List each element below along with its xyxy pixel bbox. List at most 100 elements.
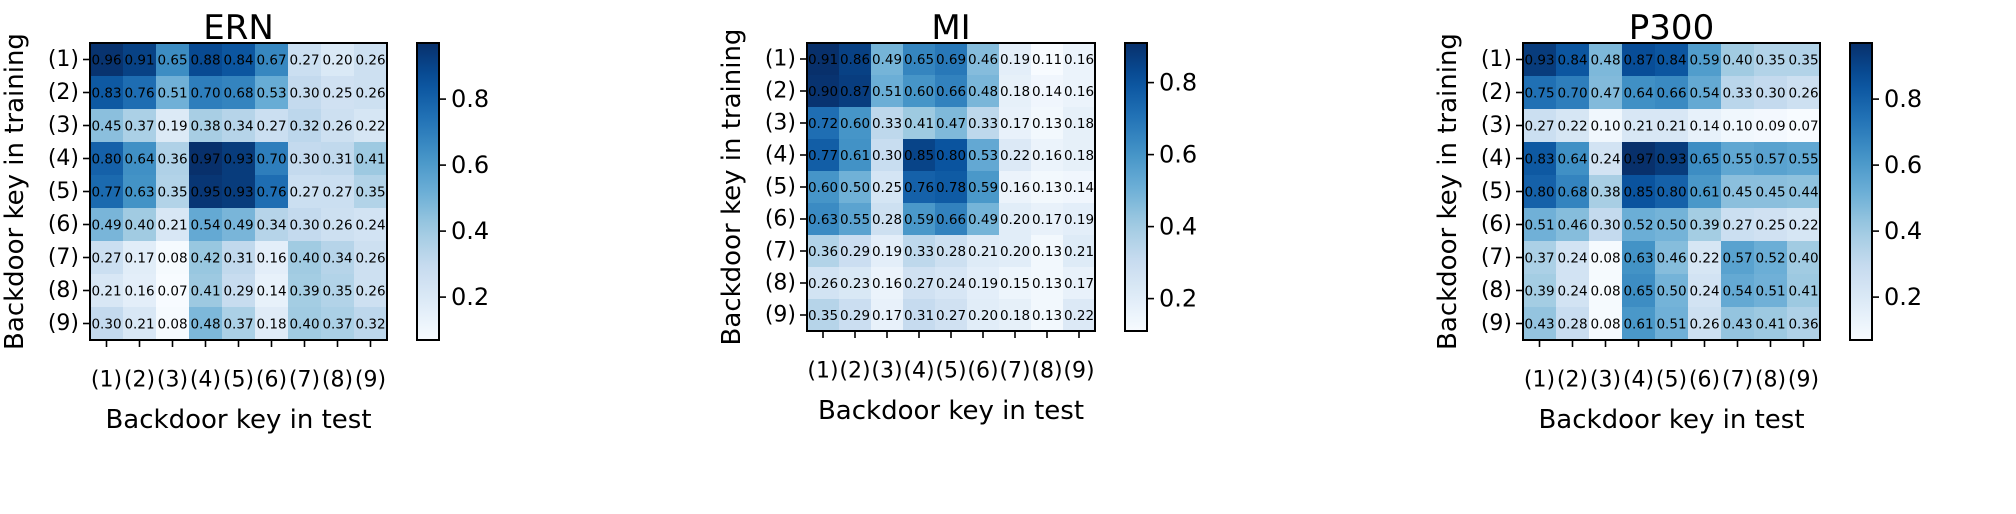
heatmap-cell: [321, 274, 354, 307]
cell-value-label: 0.97: [190, 152, 220, 168]
cell-value-label: 0.35: [322, 284, 352, 300]
cell-value-label: 0.54: [1689, 86, 1719, 102]
cell-value-label: 0.44: [1788, 185, 1818, 201]
cell-value-label: 0.08: [1590, 284, 1620, 300]
heatmap-cell: [288, 109, 321, 142]
cell-value-label: 0.31: [223, 251, 253, 267]
cell-value-label: 0.10: [1722, 119, 1752, 135]
heatmap-cell: [967, 43, 999, 75]
cell-value-label: 0.55: [840, 212, 870, 228]
heatmap-cell: [1523, 175, 1556, 208]
cell-value-label: 0.88: [190, 53, 220, 69]
cell-value-label: 0.07: [1788, 119, 1818, 135]
cell-value-label: 0.66: [1656, 86, 1686, 102]
chart-title: ERN: [203, 8, 274, 48]
cell-value-label: 0.16: [1064, 52, 1094, 68]
cell-value-label: 0.25: [322, 86, 352, 102]
cell-value-label: 0.21: [157, 218, 187, 234]
heatmap-cell: [1031, 235, 1063, 267]
heatmap-cell: [1031, 43, 1063, 75]
cell-value-label: 0.95: [190, 185, 220, 201]
cell-value-label: 0.27: [904, 276, 934, 292]
cell-value-label: 0.35: [808, 308, 838, 324]
cell-value-label: 0.18: [1064, 148, 1094, 164]
y-tick-label: (4): [1481, 146, 1512, 171]
cell-value-label: 0.39: [1524, 284, 1554, 300]
cell-value-label: 0.30: [1755, 86, 1785, 102]
heatmap-cell: [935, 171, 967, 203]
heatmap-cell: [1556, 175, 1589, 208]
cell-value-label: 0.40: [124, 218, 154, 234]
heatmap-cell: [1787, 76, 1820, 109]
cell-value-label: 0.19: [1000, 52, 1030, 68]
heatmap-cell: [999, 203, 1031, 235]
heatmap-cell: [189, 109, 222, 142]
cell-value-label: 0.34: [223, 119, 253, 135]
heatmap-cell: [1688, 307, 1721, 340]
heatmap-cell: [839, 203, 871, 235]
cell-value-label: 0.21: [1064, 244, 1094, 260]
heatmap-cell: [903, 203, 935, 235]
cell-value-label: 0.25: [872, 180, 902, 196]
x-tick-label: (7): [289, 368, 320, 393]
x-tick-label: (6): [256, 368, 287, 393]
heatmap-cell: [1063, 139, 1095, 171]
cell-value-label: 0.60: [808, 180, 838, 196]
cell-value-label: 0.52: [1623, 218, 1653, 234]
heatmap-cell: [1589, 142, 1622, 175]
cell-value-label: 0.30: [91, 317, 121, 333]
heatmap-cell: [1589, 241, 1622, 274]
x-tick-label: (8): [1031, 359, 1062, 384]
heatmap-cell: [967, 203, 999, 235]
heatmap-cell: [354, 76, 387, 109]
cell-value-label: 0.24: [1689, 284, 1719, 300]
heatmap-cell: [1754, 208, 1787, 241]
heatmap-cell: [1622, 241, 1655, 274]
heatmap-cell: [1589, 43, 1622, 76]
cell-value-label: 0.87: [1623, 53, 1653, 69]
cell-value-label: 0.08: [1590, 317, 1620, 333]
heatmap-cell: [871, 299, 903, 331]
heatmap-cell: [156, 175, 189, 208]
heatmap-cell: [1523, 109, 1556, 142]
heatmap-cell: [1787, 307, 1820, 340]
cell-value-label: 0.18: [1064, 116, 1094, 132]
x-tick-label: (4): [903, 359, 934, 384]
cell-value-label: 0.22: [1000, 148, 1030, 164]
heatmap-cell: [255, 307, 288, 340]
cell-value-label: 0.30: [1590, 218, 1620, 234]
heatmap-cell: [1063, 299, 1095, 331]
cell-value-label: 0.45: [91, 119, 121, 135]
heatmap-cell: [1721, 274, 1754, 307]
heatmap-cell: [222, 175, 255, 208]
heatmap-cell: [999, 107, 1031, 139]
heatmap-cell: [1622, 109, 1655, 142]
cell-value-label: 0.57: [1755, 152, 1785, 168]
heatmap-cell: [354, 241, 387, 274]
cell-value-label: 0.27: [289, 185, 319, 201]
heatmap-cell: [871, 235, 903, 267]
heatmap-cell: [999, 299, 1031, 331]
y-tick-label: (1): [48, 47, 79, 72]
heatmap-cell: [1523, 274, 1556, 307]
cell-value-label: 0.76: [904, 180, 934, 196]
heatmap-cell: [1754, 76, 1787, 109]
colorbar-tick-label: 0.4: [1884, 217, 1922, 245]
cell-value-label: 0.40: [289, 251, 319, 267]
cell-value-label: 0.16: [256, 251, 286, 267]
heatmap-cell: [935, 299, 967, 331]
heatmap-cell: [1787, 142, 1820, 175]
cell-value-label: 0.26: [322, 119, 352, 135]
cell-value-label: 0.35: [157, 185, 187, 201]
y-axis-label: Backdoor key in training: [1433, 33, 1463, 350]
heatmap-cell: [1589, 109, 1622, 142]
cell-value-label: 0.13: [1032, 308, 1062, 324]
heatmap-cell: [156, 274, 189, 307]
heatmap-cell: [255, 142, 288, 175]
cell-value-label: 0.53: [968, 148, 998, 164]
cell-value-label: 0.40: [289, 317, 319, 333]
cell-value-label: 0.96: [91, 53, 121, 69]
cell-value-label: 0.08: [157, 251, 187, 267]
cell-value-label: 0.17: [124, 251, 154, 267]
heatmap-cell: [1523, 307, 1556, 340]
